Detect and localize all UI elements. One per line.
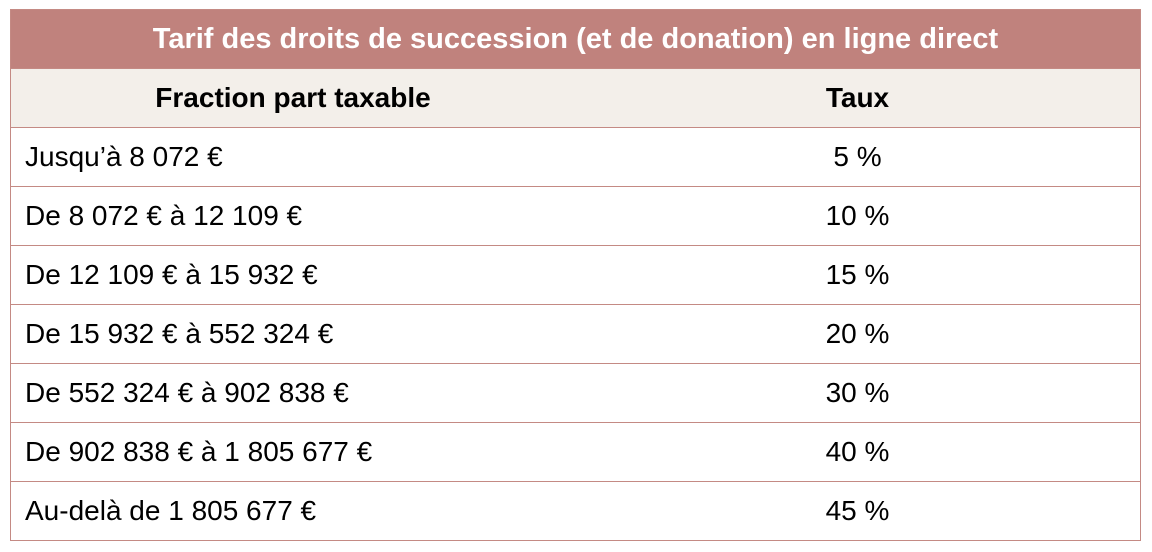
rate-cell: 30 % bbox=[575, 363, 1140, 423]
table-row: Jusqu’à 8 072 € 5 % bbox=[11, 127, 1140, 187]
fraction-cell: De 12 109 € à 15 932 € bbox=[11, 245, 575, 305]
rate-cell: 5 % bbox=[575, 127, 1140, 187]
fraction-cell: De 902 838 € à 1 805 677 € bbox=[11, 422, 575, 482]
table-row: De 8 072 € à 12 109 € 10 % bbox=[11, 186, 1140, 246]
rate-cell: 10 % bbox=[575, 186, 1140, 246]
table-row: Au-delà de 1 805 677 € 45 % bbox=[11, 481, 1140, 540]
column-header-taux: Taux bbox=[575, 68, 1140, 128]
title-row: Tarif des droits de succession (et de do… bbox=[11, 10, 1140, 69]
tax-rate-table: Tarif des droits de succession (et de do… bbox=[10, 9, 1141, 541]
rate-cell: 15 % bbox=[575, 245, 1140, 305]
table-title: Tarif des droits de succession (et de do… bbox=[11, 10, 1140, 69]
rate-cell: 20 % bbox=[575, 304, 1140, 364]
table-row: De 12 109 € à 15 932 € 15 % bbox=[11, 245, 1140, 305]
fraction-cell: De 15 932 € à 552 324 € bbox=[11, 304, 575, 364]
tax-table: Tarif des droits de succession (et de do… bbox=[11, 10, 1140, 540]
table-row: De 902 838 € à 1 805 677 € 40 % bbox=[11, 422, 1140, 482]
header-row: Fraction part taxable Taux bbox=[11, 68, 1140, 128]
column-header-fraction: Fraction part taxable bbox=[11, 68, 575, 128]
rate-cell: 45 % bbox=[575, 481, 1140, 540]
fraction-cell: De 8 072 € à 12 109 € bbox=[11, 186, 575, 246]
fraction-cell: Jusqu’à 8 072 € bbox=[11, 127, 575, 187]
table-row: De 552 324 € à 902 838 € 30 % bbox=[11, 363, 1140, 423]
fraction-cell: Au-delà de 1 805 677 € bbox=[11, 481, 575, 540]
rate-cell: 40 % bbox=[575, 422, 1140, 482]
fraction-cell: De 552 324 € à 902 838 € bbox=[11, 363, 575, 423]
table-row: De 15 932 € à 552 324 € 20 % bbox=[11, 304, 1140, 364]
